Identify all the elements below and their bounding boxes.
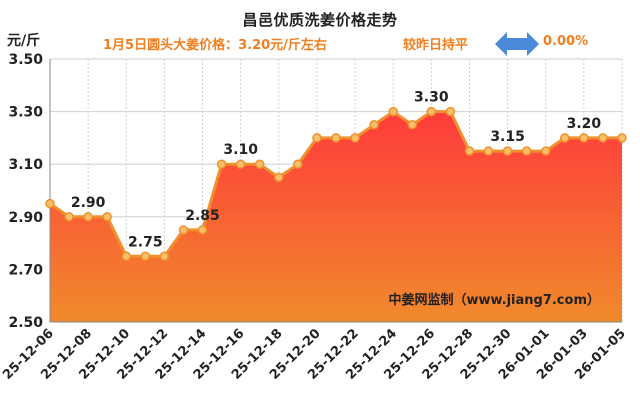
y-unit-label: 元/斤 [7,33,41,49]
y-tick-label: 2.70 [8,262,43,278]
change-percent: 0.00% [543,34,589,49]
data-point [197,225,208,235]
double-arrow-icon [495,32,539,56]
data-point [464,146,475,156]
data-point [483,146,494,156]
data-point [216,159,227,169]
data-point [369,120,379,130]
data-point [579,133,589,143]
data-label: 3.10 [223,142,258,158]
data-point [502,146,513,156]
compare-label: 较昨日持平 [403,38,469,53]
data-point [350,133,360,143]
price-subtitle: 1月5日圆头大姜价格：3.20元/斤左右 [103,38,327,53]
data-point [331,133,341,143]
data-point [560,133,570,143]
data-point [64,212,74,222]
data-label: 3.20 [567,116,602,132]
data-point [140,251,151,261]
y-tick-label: 3.50 [8,52,43,68]
data-point [293,159,303,169]
data-point [254,159,265,169]
data-point [540,146,551,156]
data-point [235,159,246,169]
data-point [274,172,284,183]
data-point [388,106,398,117]
watermark-text: 中姜网监制（www.jiang7.com） [388,292,600,308]
data-label: 2.90 [71,195,106,211]
data-point [521,146,532,156]
data-point [598,133,608,143]
data-label: 3.15 [490,129,525,145]
data-point [426,106,437,117]
data-point [312,133,322,143]
data-label: 2.85 [185,208,220,224]
data-point [83,212,93,222]
data-point [178,225,189,235]
data-point [445,106,456,117]
price-area [50,111,622,322]
y-tick-label: 2.50 [8,315,43,331]
data-point [102,212,112,222]
data-point [45,198,55,209]
data-point [159,251,170,261]
data-point [617,133,627,143]
y-tick-label: 2.90 [8,210,43,226]
data-label: 2.75 [128,234,163,250]
data-point [407,120,418,130]
y-tick-label: 3.30 [8,105,43,121]
data-label: 3.30 [414,90,449,106]
chart-title: 昌邑优质洗姜价格走势 [242,11,398,29]
y-tick-label: 3.10 [8,157,43,173]
data-point [121,251,132,261]
